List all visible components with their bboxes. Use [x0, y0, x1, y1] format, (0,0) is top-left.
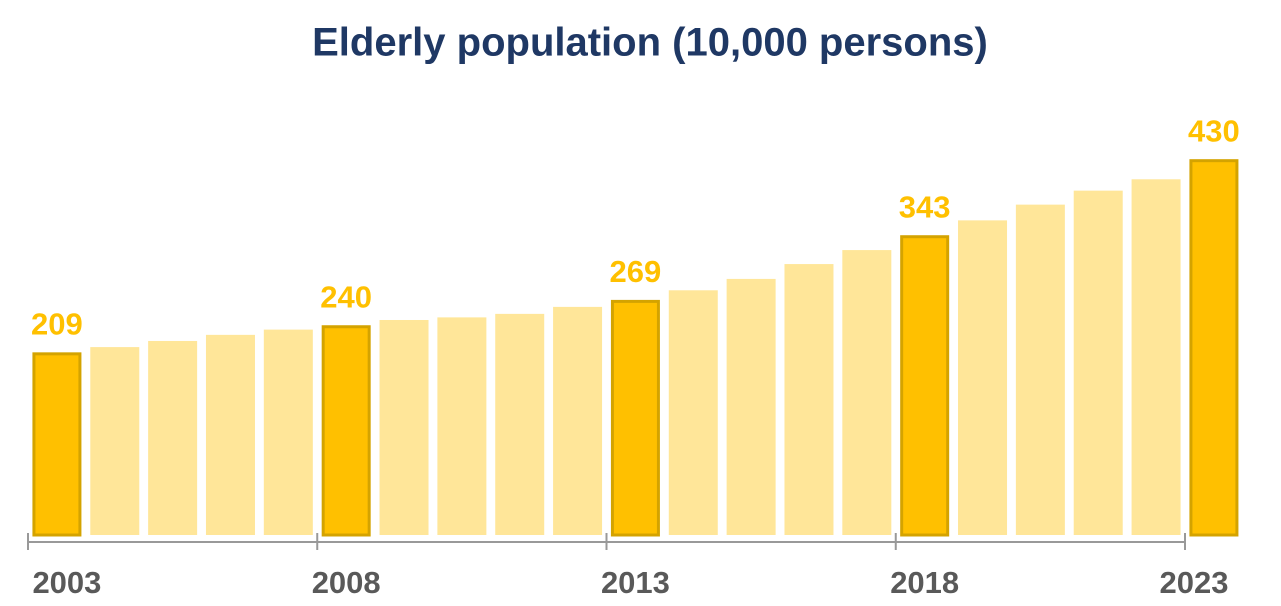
bar — [32, 352, 82, 537]
bar — [958, 220, 1008, 536]
bar — [610, 299, 660, 537]
bar — [1073, 190, 1123, 536]
bar — [148, 340, 198, 535]
bar — [495, 313, 545, 535]
x-tick-label: 2003 — [32, 565, 101, 600]
bar — [1131, 179, 1181, 536]
value-label: 343 — [899, 189, 951, 224]
value-label: 430 — [1188, 113, 1240, 148]
bar — [205, 334, 255, 535]
chart-title: Elderly population (10,000 persons) — [312, 21, 988, 65]
bar — [90, 347, 140, 535]
bar — [668, 290, 718, 535]
bar — [437, 317, 487, 535]
bar — [1189, 159, 1239, 537]
x-tick-label: 2008 — [312, 565, 381, 600]
value-label: 209 — [31, 307, 83, 342]
bar — [263, 329, 313, 535]
bar — [784, 264, 834, 535]
x-tick-label: 2013 — [601, 565, 670, 600]
bar — [842, 250, 892, 536]
bar — [379, 319, 429, 535]
bar — [726, 278, 776, 535]
value-label: 240 — [320, 279, 372, 314]
bar — [900, 235, 950, 537]
bar — [1015, 204, 1065, 536]
x-tick-label: 2023 — [1160, 565, 1229, 600]
bar — [321, 325, 371, 537]
value-label: 269 — [610, 254, 662, 289]
x-tick-label: 2018 — [890, 565, 959, 600]
bar — [553, 306, 603, 535]
